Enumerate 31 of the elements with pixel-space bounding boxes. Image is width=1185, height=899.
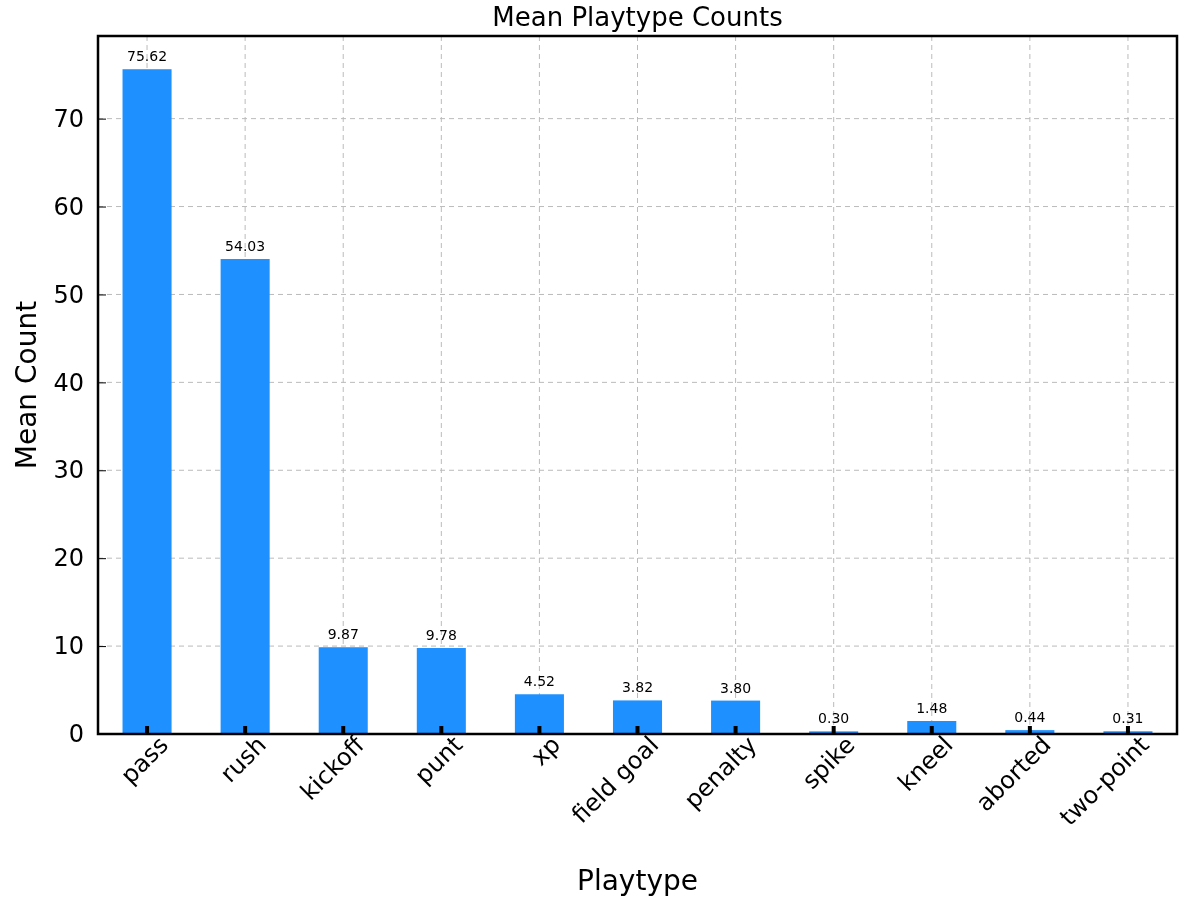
data-label: 0.31 xyxy=(1112,710,1144,727)
bar xyxy=(514,694,564,734)
y-tick-label: 20 xyxy=(53,544,84,573)
bar xyxy=(907,720,957,734)
data-label: 0.44 xyxy=(1014,709,1046,726)
data-label: 4.52 xyxy=(523,673,555,690)
x-tick-label: xp xyxy=(525,730,567,772)
data-label: 1.48 xyxy=(916,699,948,716)
chart-title: Mean Playtype Counts xyxy=(492,2,783,32)
bar xyxy=(122,69,172,734)
bar xyxy=(711,700,761,734)
y-tick-label: 0 xyxy=(68,720,84,749)
y-axis-title: Mean Count xyxy=(10,300,43,470)
y-tick-label: 50 xyxy=(53,280,84,309)
data-label: 3.80 xyxy=(720,679,752,696)
y-tick-label: 10 xyxy=(53,632,84,661)
y-tick-label: 70 xyxy=(53,104,84,133)
data-label: 9.78 xyxy=(425,627,457,644)
bar xyxy=(220,259,270,734)
data-label: 9.87 xyxy=(327,626,359,643)
data-label: 3.82 xyxy=(621,679,654,696)
data-label: 54.03 xyxy=(225,238,266,255)
bar xyxy=(318,647,368,734)
y-tick-label: 60 xyxy=(53,192,84,221)
data-label: 75.62 xyxy=(127,48,168,65)
y-tick-label: 40 xyxy=(53,368,84,397)
bar xyxy=(612,700,663,734)
x-axis-title: Playtype xyxy=(577,864,698,897)
y-tick-label: 30 xyxy=(53,456,84,485)
data-label: 0.30 xyxy=(818,710,850,727)
bar xyxy=(416,648,466,734)
